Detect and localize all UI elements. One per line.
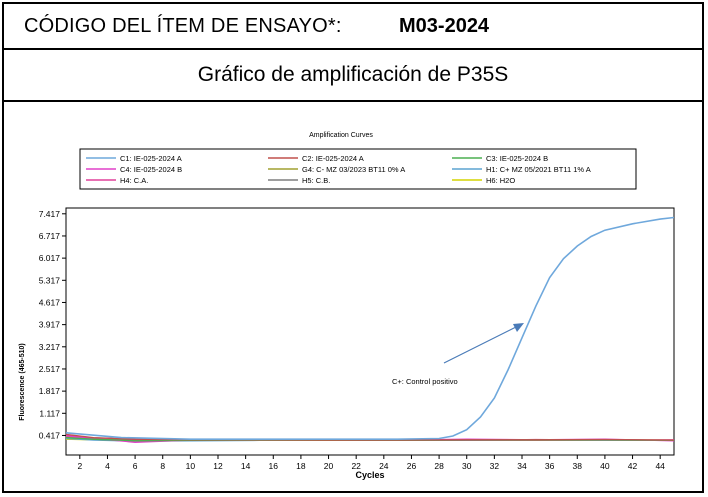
x-tick-label: 34 <box>517 461 527 471</box>
x-tick-label: 16 <box>269 461 279 471</box>
y-tick-label: 6.717 <box>39 231 61 241</box>
x-tick-label: 38 <box>573 461 583 471</box>
legend-entry: C2: IE-025-2024 A <box>302 154 364 163</box>
x-tick-label: 30 <box>462 461 472 471</box>
x-tick-label: 12 <box>213 461 223 471</box>
x-tick-label: 36 <box>545 461 555 471</box>
legend-entry: H6: H2O <box>486 176 515 185</box>
report-frame: CÓDIGO DEL ÍTEM DE ENSAYO*: M03-2024 Grá… <box>2 2 704 493</box>
subtitle-row: Gráfico de amplificación de P35S <box>4 50 702 102</box>
amplification-chart: Amplification Curves C1: IE-025-2024 A C2… <box>19 132 675 480</box>
x-tick-label: 10 <box>186 461 196 471</box>
x-tick-label: 4 <box>105 461 110 471</box>
series-line <box>65 216 675 440</box>
legend-box <box>79 148 637 190</box>
y-tick-label: 2.517 <box>39 364 61 374</box>
legend-entry: G4: C- MZ 03/2023 BT11 0% A <box>302 165 405 174</box>
x-tick-label: 8 <box>160 461 165 471</box>
y-tick-label: 4.617 <box>39 297 61 307</box>
item-code-label: CÓDIGO DEL ÍTEM DE ENSAYO*: <box>24 15 342 37</box>
legend-entry: C4: IE-025-2024 B <box>120 165 182 174</box>
plot-area: 7.417 6.717 6.017 5.317 4.617 3.917 3.217 2.517… <box>39 207 675 471</box>
x-axis-label: Cycles <box>355 470 384 480</box>
x-tick-label: 26 <box>407 461 417 471</box>
x-tick-label: 6 <box>133 461 138 471</box>
chart-legend: C1: IE-025-2024 A C2: IE-025-2024 A C3: IE… <box>79 148 637 190</box>
code-row: CÓDIGO DEL ÍTEM DE ENSAYO*: M03-2024 <box>4 4 702 50</box>
x-tick-label: 22 <box>351 461 361 471</box>
plot-frame <box>65 207 675 456</box>
x-tick-label: 44 <box>655 461 665 471</box>
item-code-value: M03-2024 <box>399 15 490 37</box>
x-tick-label: 14 <box>241 461 251 471</box>
chart-title: Amplification Curves <box>309 132 373 139</box>
x-tick-label: 32 <box>490 461 500 471</box>
y-tick-label: 6.017 <box>39 253 61 263</box>
annotation-arrow <box>443 323 524 364</box>
x-tick-label: 2 <box>77 461 82 471</box>
x-tick-label: 28 <box>434 461 444 471</box>
y-tick-label: 5.317 <box>39 275 61 285</box>
x-tick-label: 24 <box>379 461 389 471</box>
series-line <box>65 433 675 441</box>
legend-entry: C3: IE-025-2024 B <box>486 154 548 163</box>
legend-entry: H1: C+ MZ 05/2021 BT11 1% A <box>486 165 591 174</box>
y-tick-label: 7.417 <box>39 209 61 219</box>
legend-entry: H4: C.A. <box>120 176 148 185</box>
chart-subtitle: Gráfico de amplificación de P35S <box>197 63 509 86</box>
y-tick-label: 0.417 <box>39 430 61 440</box>
y-tick-label: 3.217 <box>39 342 61 352</box>
x-tick-label: 20 <box>324 461 334 471</box>
y-axis-label: Fluorescence (465-510) <box>19 343 26 420</box>
x-tick-label: 42 <box>628 461 638 471</box>
x-tick-label: 40 <box>600 461 610 471</box>
legend-entry: H5: C.B. <box>302 176 330 185</box>
y-tick-label: 1.117 <box>39 408 60 418</box>
annotation-label: C+: Control positivo <box>392 377 458 386</box>
y-tick-label: 3.917 <box>39 320 61 330</box>
legend-entry: C1: IE-025-2024 A <box>120 154 182 163</box>
x-tick-label: 18 <box>296 461 306 471</box>
y-tick-label: 1.817 <box>39 386 61 396</box>
